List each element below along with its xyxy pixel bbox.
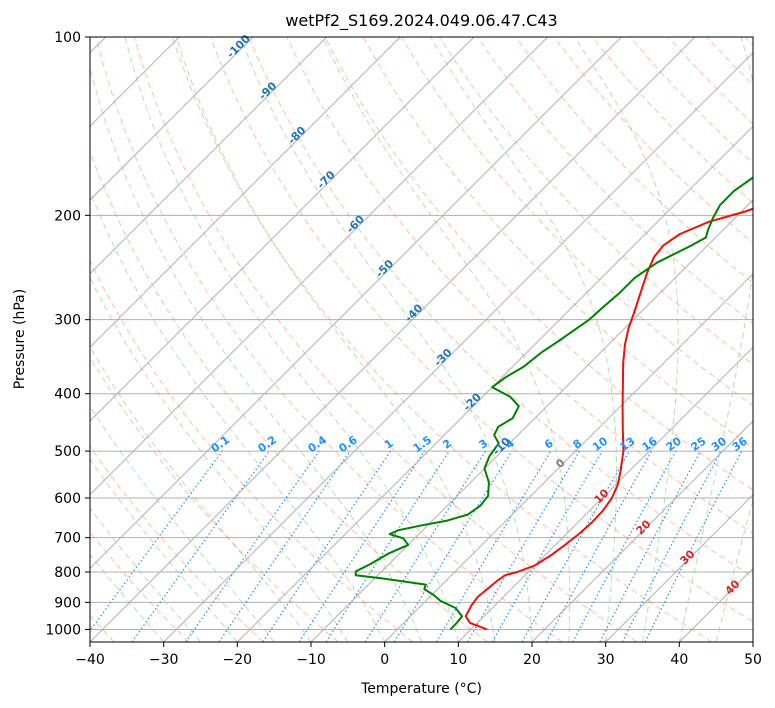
y-axis-ticks: 100 200 300 400 500 600 700 800 900 1000: [45, 30, 90, 638]
isotherm-line: [605, 493, 753, 642]
x-tick-label: −20: [223, 652, 253, 668]
dry-adiabat-line: [90, 356, 339, 642]
dry-adiabat-line: [90, 259, 414, 642]
mixing-ratio-line: [90, 450, 223, 632]
dry-adiabat-line: [324, 37, 753, 491]
isotherm-line: [90, 37, 622, 570]
dry-adiabat-line: [171, 37, 712, 642]
mixing-ratio-line: [521, 450, 631, 642]
mixing-ratio-line: [131, 450, 270, 642]
isotherm-line: [90, 37, 401, 349]
x-tick-label: 50: [744, 652, 762, 668]
x-tick-label: −40: [75, 652, 105, 668]
y-tick-label: 700: [54, 531, 81, 547]
y-tick-label: 1000: [45, 622, 81, 638]
isotherms: [90, 37, 753, 642]
moist-adiabats: [90, 37, 753, 642]
moist-adiabat-line: [90, 507, 201, 642]
isotherm-line: [531, 420, 753, 642]
dry-adiabat-line: [515, 37, 753, 284]
plot-frame: [89, 36, 754, 643]
dry-adiabat-line: [286, 37, 753, 534]
x-tick-label: 30: [597, 652, 615, 668]
y-tick-label: 800: [54, 565, 81, 581]
moist-adiabat-line: [124, 37, 459, 642]
y-tick-label: 400: [54, 387, 81, 403]
mixing-ratio-line: [218, 450, 351, 642]
isotherm-line: [384, 272, 753, 642]
moist-adiabat-line: [574, 37, 679, 642]
isotherm-line: [310, 199, 753, 642]
y-tick-label: 600: [54, 491, 81, 507]
temperature-profile: [464, 207, 753, 631]
x-axis-ticks: −40 −30 −20 −10 0 10 20 30 40 50: [75, 642, 762, 668]
moist-adiabat-line: [90, 276, 349, 642]
mixing-ratio-line: [572, 450, 677, 642]
mixing-ratio-lines: [90, 450, 743, 642]
mixing-ratio-line: [185, 450, 320, 642]
mixing-ratio-line: [262, 450, 392, 642]
y-tick-label: 100: [54, 30, 81, 46]
dry-adiabat-line: [95, 37, 563, 642]
y-tick-label: 900: [54, 595, 81, 611]
sounding-profiles: [354, 176, 753, 631]
x-tick-label: 10: [449, 652, 467, 668]
chart-title: wetPf2_S169.2024.049.06.47.C43: [285, 11, 557, 31]
plot-background: [90, 37, 753, 642]
moist-adiabat-line: [90, 405, 275, 642]
mixing-ratio-line: [644, 450, 743, 642]
y-axis-title: Pressure (hPa): [12, 289, 28, 389]
moist-adiabat-line: [715, 498, 753, 642]
x-tick-label: 40: [670, 652, 688, 668]
y-tick-label: 200: [54, 208, 81, 224]
mixing-ratio-line: [393, 450, 513, 642]
moist-adiabat-line: [175, 37, 496, 642]
mixing-ratio-line: [545, 450, 653, 642]
isotherm-line: [90, 37, 254, 201]
dry-adiabat-line: [90, 445, 264, 642]
y-tick-label: 500: [54, 444, 81, 460]
moist-adiabat-line: [322, 37, 571, 642]
moist-adiabat-line: [90, 189, 386, 642]
dewpoint-profile: [354, 176, 753, 631]
dry-adiabat-line: [248, 37, 753, 578]
isotherm-line: [163, 51, 753, 642]
moist-adiabat-line: [90, 553, 165, 642]
moist-adiabat-line: [239, 37, 533, 642]
dry-adiabat-line: [210, 37, 753, 623]
isotherm-line: [90, 37, 475, 422]
moist-adiabat-line: [678, 37, 753, 642]
moist-adiabat-line: [90, 458, 238, 642]
isotherm-line: [236, 125, 753, 642]
dry-adiabat-line: [133, 37, 638, 642]
x-tick-label: 0: [380, 652, 389, 668]
x-tick-label: 20: [523, 652, 541, 668]
isotherm-line: [90, 37, 549, 496]
y-tick-label: 300: [54, 313, 81, 329]
moist-adiabat-line: [90, 65, 422, 642]
isotherm-line: [90, 37, 328, 275]
mixing-ratio-line: [298, 450, 425, 642]
x-axis-title: Temperature (°C): [360, 681, 482, 697]
dry-adiabats: [90, 37, 753, 642]
isotherm-line: [457, 346, 753, 642]
mixing-ratio-line: [325, 450, 450, 642]
x-tick-label: −10: [296, 652, 326, 668]
isotherm-line: [90, 37, 696, 642]
x-tick-label: −30: [149, 652, 179, 668]
